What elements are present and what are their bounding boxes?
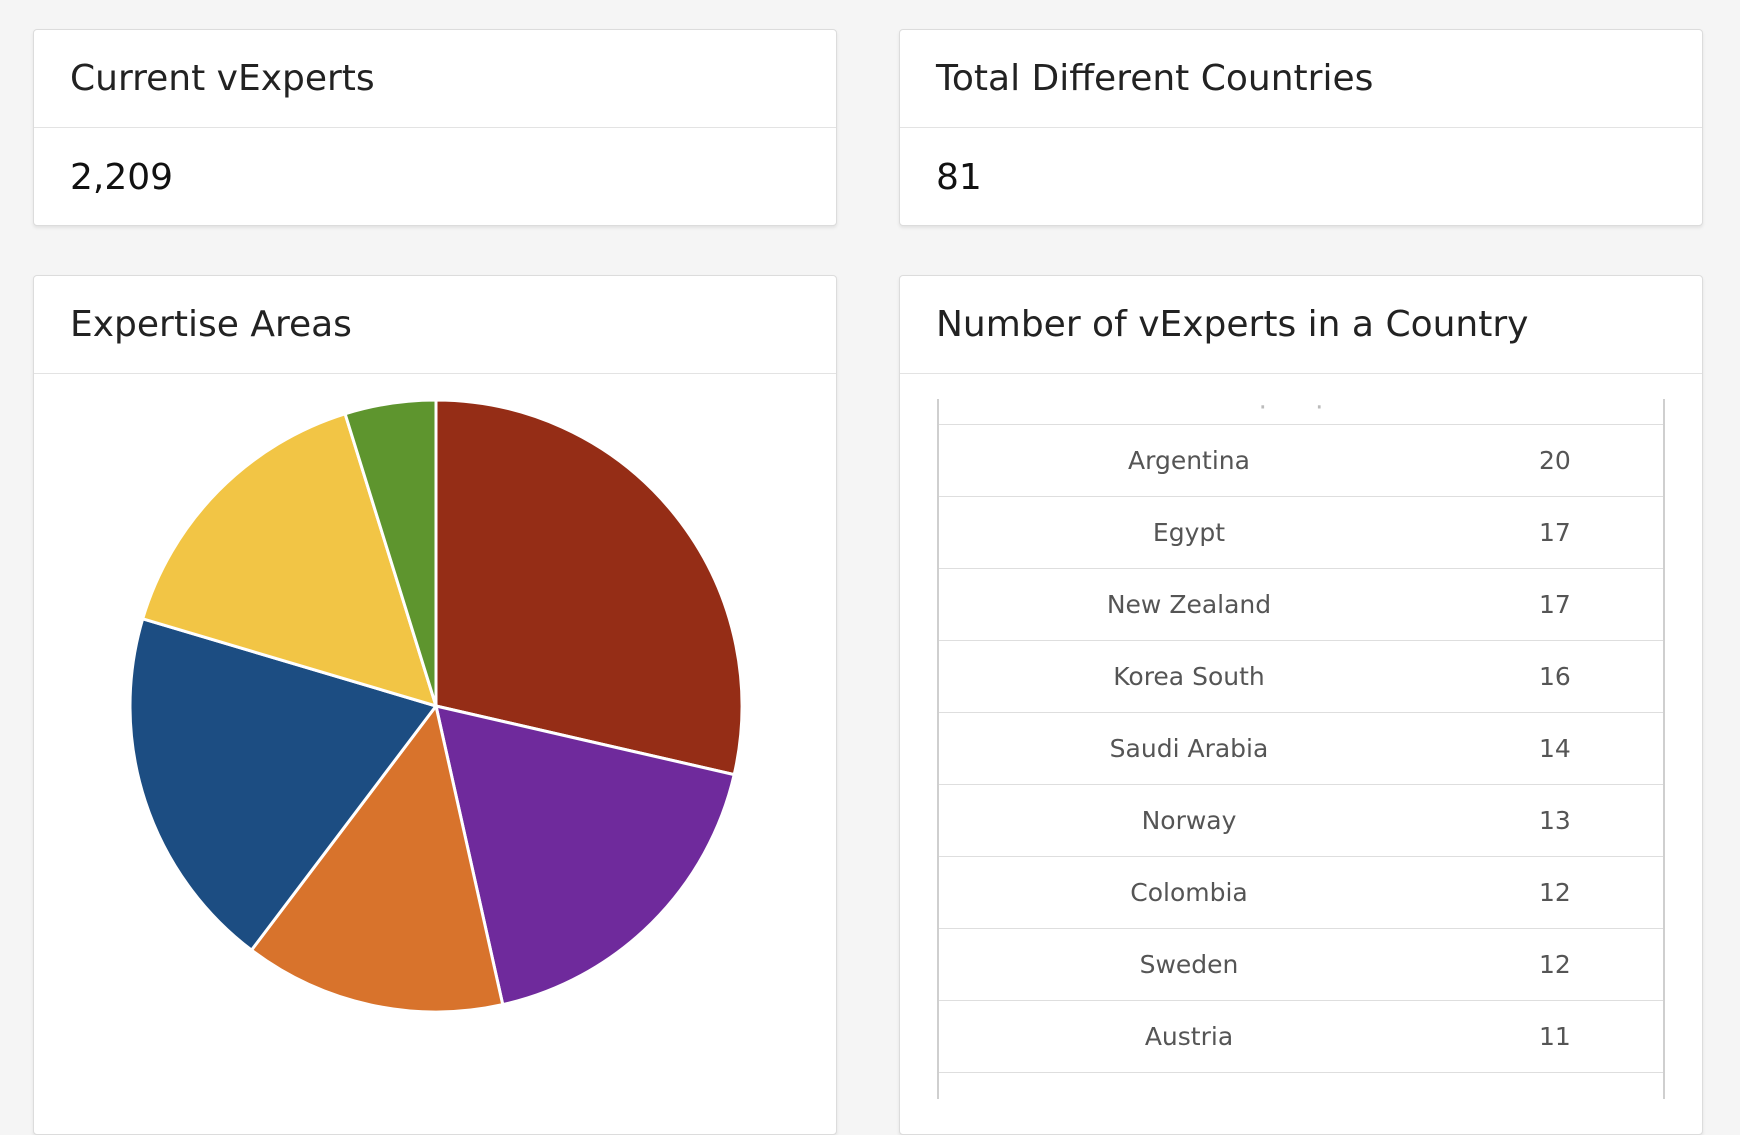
- vexpert-count-cell: 17: [1539, 518, 1571, 547]
- table-row: Saudi Arabia 14: [939, 713, 1663, 785]
- pie-chart-area: vSphereNSXEUCvSAN: [34, 374, 836, 1074]
- table-row: Egypt 17: [939, 497, 1663, 569]
- pie-slice-other[interactable]: [343, 398, 438, 707]
- country-name-cell: Saudi Arabia: [1109, 734, 1269, 763]
- vexpert-count-cell: 13: [1539, 806, 1571, 835]
- pie-slice-nsx[interactable]: [434, 704, 737, 1007]
- table-row: Colombia 12: [939, 857, 1663, 929]
- expertise-pie-chart: [128, 398, 744, 1014]
- total-countries-title: Total Different Countries: [900, 30, 1702, 128]
- current-vexperts-value: 2,209: [70, 156, 174, 198]
- vexpert-count-cell: 12: [1539, 950, 1571, 979]
- total-countries-value: 81: [936, 156, 982, 198]
- country-name-cell: Colombia: [1130, 878, 1248, 907]
- current-vexperts-card: Current vExperts 2,209: [33, 29, 837, 226]
- vexperts-by-country-card: Number of vExperts in a Country · · Arge…: [899, 275, 1703, 1135]
- vexpert-count-cell: 16: [1539, 662, 1571, 691]
- expertise-areas-card: Expertise Areas vSphereNSXEUCvSAN: [33, 275, 837, 1135]
- country-name-cell: Egypt: [1152, 518, 1226, 547]
- table-row: Austria 11: [939, 1001, 1663, 1073]
- country-name-cell: Austria: [1144, 1022, 1234, 1051]
- current-vexperts-title: Current vExperts: [34, 30, 836, 128]
- pie-slice-vsan[interactable]: [128, 616, 439, 953]
- vexpert-count-cell: 17: [1539, 590, 1571, 619]
- table-row: Korea South 16: [939, 641, 1663, 713]
- pie-slice-vsphere[interactable]: [434, 398, 744, 777]
- table-row: Sweden 12: [939, 929, 1663, 1001]
- vexpert-count-cell: 20: [1539, 446, 1571, 475]
- vexpert-count-cell: 11: [1539, 1022, 1571, 1051]
- country-name-cell: Norway: [1141, 806, 1237, 835]
- table-row: Norway 13: [939, 785, 1663, 857]
- country-table-scroll-area[interactable]: · · Argentina 20 Egypt 17 New Zealand 17 Korea…: [937, 399, 1665, 1099]
- expertise-areas-title: Expertise Areas: [34, 276, 836, 374]
- vexpert-count-cell: 12: [1539, 878, 1571, 907]
- country-name-cell: Sweden: [1139, 950, 1239, 979]
- table-row-partial: · ·: [939, 399, 1663, 425]
- table-row: Argentina 20: [939, 425, 1663, 497]
- table-row: New Zealand 17: [939, 569, 1663, 641]
- vexpert-count-cell: 14: [1539, 734, 1571, 763]
- vexperts-by-country-title: Number of vExperts in a Country: [900, 276, 1702, 374]
- pie-slice-cloud[interactable]: [140, 411, 439, 709]
- total-countries-card: Total Different Countries 81: [899, 29, 1703, 226]
- country-name-cell: New Zealand: [1106, 590, 1272, 619]
- country-name-cell: Argentina: [1128, 446, 1250, 475]
- country-table-body: Argentina 20 Egypt 17 New Zealand 17 Korea Sou…: [939, 425, 1663, 1073]
- pie-slice-euc[interactable]: [249, 702, 505, 1014]
- country-name-cell: Korea South: [1113, 662, 1265, 691]
